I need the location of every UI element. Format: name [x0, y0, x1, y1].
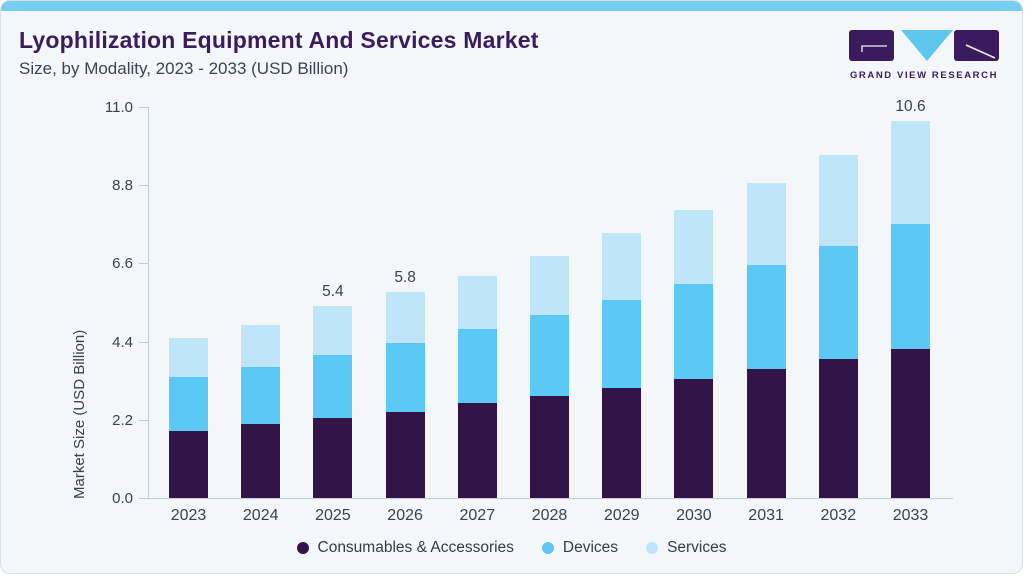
x-tick-label-2029: 2029 — [603, 507, 640, 524]
legend-item-devices: Devices — [541, 539, 619, 557]
y-tick-mark — [139, 263, 149, 265]
bar-segment-2032-services — [818, 154, 858, 246]
bar-segment-2029-devices — [602, 299, 642, 389]
legend: Consumables & Accessories Devices Services — [1, 539, 1022, 557]
bar-segment-2031-services — [746, 183, 786, 266]
legend-color-dot-icon — [541, 542, 554, 554]
bar-segment-2033-devices — [891, 224, 930, 350]
logo-wordmark: GRAND VIEW RESEARCH — [849, 70, 999, 81]
x-tick-label-2033: 2033 — [892, 507, 929, 524]
bar-segment-2023-devices — [169, 377, 208, 431]
x-tick-label-2023: 2023 — [170, 507, 207, 524]
bar-segment-2026-services — [385, 291, 425, 344]
stacked-bar-2026 — [385, 291, 425, 498]
bar-segment-2030-consumables-accessories — [674, 379, 714, 498]
legend-label: Devices — [562, 539, 619, 556]
legend-color-dot-icon — [646, 542, 659, 554]
bar-segment-2024-services — [241, 324, 281, 367]
bar-segment-2032-devices — [818, 246, 858, 359]
bar-segment-2028-devices — [530, 315, 569, 396]
y-tick-mark — [139, 185, 149, 187]
bar-segment-2024-devices — [241, 366, 281, 425]
plot-area — [149, 108, 953, 499]
bar-segment-2026-consumables-accessories — [385, 411, 425, 498]
bar-segment-2027-devices — [457, 329, 497, 404]
legend-item-consumables-accessories: Consumables & Accessories — [296, 539, 514, 557]
bar-segment-2033-consumables-accessories — [891, 349, 930, 498]
bar-segment-2031-devices — [746, 265, 786, 369]
y-tick-label: 2.2 — [112, 411, 133, 429]
x-tick-label-2024: 2024 — [242, 507, 279, 524]
bar-value-label-2025: 5.4 — [322, 283, 344, 301]
stacked-bar-2032 — [818, 154, 858, 498]
x-tick-label-2031: 2031 — [748, 507, 784, 524]
y-tick-mark — [139, 498, 149, 499]
legend-item-services: Services — [646, 539, 727, 557]
bar-segment-2028-consumables-accessories — [530, 396, 569, 498]
bar-segment-2033-services — [891, 121, 930, 225]
bar-segment-2025-consumables-accessories — [313, 417, 353, 498]
stacked-bar-2023 — [169, 338, 208, 498]
bar-segment-2032-consumables-accessories — [818, 359, 858, 498]
legend-label: Consumables & Accessories — [317, 539, 514, 556]
y-tick-label: 11.0 — [104, 99, 133, 116]
y-tick-label: 0.0 — [112, 490, 133, 507]
bar-segment-2023-services — [169, 338, 208, 378]
x-tick-label-2026: 2026 — [387, 507, 423, 524]
stacked-bar-2027 — [457, 275, 497, 498]
bar-segment-2026-devices — [385, 343, 425, 412]
bar-segment-2029-consumables-accessories — [602, 388, 642, 498]
bar-segment-2027-consumables-accessories — [457, 403, 497, 498]
page-title: Lyophilization Equipment And Services Ma… — [19, 27, 539, 53]
x-tick-label-2032: 2032 — [820, 507, 857, 524]
bar-segment-2029-services — [602, 233, 642, 300]
stacked-bar-2033 — [891, 121, 930, 498]
bar-segment-2024-consumables-accessories — [241, 424, 281, 498]
gvr-logo-icon — [849, 30, 999, 61]
y-tick-mark — [139, 419, 149, 421]
y-axis-title: Market Size (USD Billion) — [71, 329, 88, 499]
bar-segment-2028-services — [530, 256, 569, 316]
stacked-bar-2028 — [530, 256, 569, 498]
x-tick-label-2027: 2027 — [459, 507, 496, 524]
bar-segment-2023-consumables-accessories — [169, 430, 208, 498]
stacked-bar-2030 — [674, 210, 714, 498]
legend-color-dot-icon — [296, 542, 309, 554]
y-tick-mark — [139, 341, 149, 343]
stacked-bar-2029 — [602, 233, 642, 498]
page-subtitle: Size, by Modality, 2023 - 2033 (USD Bill… — [19, 59, 349, 78]
bar-segment-2031-consumables-accessories — [746, 369, 786, 498]
stacked-bar-2024 — [241, 324, 281, 498]
y-tick-label: 4.4 — [112, 333, 133, 351]
x-tick-label-2030: 2030 — [676, 507, 712, 524]
stacked-bar-2031 — [746, 183, 786, 498]
x-tick-label-2028: 2028 — [531, 507, 568, 524]
y-tick-mark — [139, 107, 149, 108]
bar-segment-2027-services — [457, 275, 497, 330]
y-axis-line — [148, 108, 149, 499]
bar-segment-2025-devices — [313, 355, 353, 418]
x-tick-label-2025: 2025 — [315, 507, 351, 524]
bar-segment-2030-services — [674, 210, 714, 284]
y-tick-label: 8.8 — [112, 177, 133, 195]
x-axis-line — [139, 498, 953, 499]
bar-segment-2030-devices — [674, 283, 714, 380]
bar-value-label-2033: 10.6 — [895, 98, 926, 116]
stacked-bar-2025 — [313, 306, 353, 498]
legend-label: Services — [667, 539, 727, 556]
bar-segment-2025-services — [313, 306, 353, 356]
top-accent-bar — [1, 1, 1022, 11]
bar-value-label-2026: 5.8 — [394, 268, 416, 286]
grand-view-research-logo: GRAND VIEW RESEARCH — [848, 30, 1000, 81]
y-tick-label: 6.6 — [112, 255, 133, 273]
